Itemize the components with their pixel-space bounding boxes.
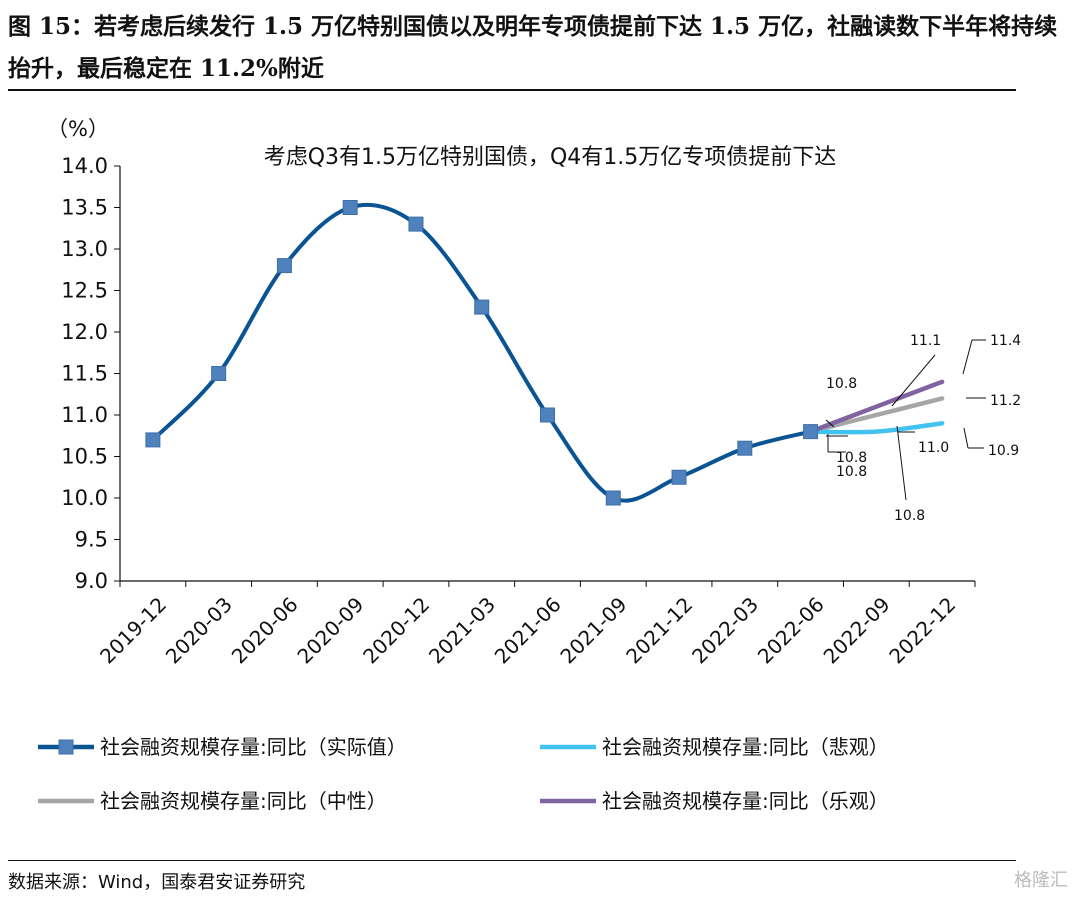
annotation-leader (825, 419, 835, 428)
y-tick-label: 12.0 (61, 320, 108, 344)
legend-label-2: 社会融资规模存量:同比（中性） (100, 789, 387, 813)
x-tick-label: 2022-09 (819, 592, 895, 668)
data-label: 10.8 (894, 508, 925, 524)
chart-title: 考虑Q3有1.5万亿特别国债，Q4有1.5万亿专项债提前下达 (264, 145, 837, 170)
watermark: 格隆汇 (1014, 870, 1068, 891)
x-tick-label: 2022-06 (753, 592, 829, 668)
series-0-point (145, 432, 161, 448)
series-line-1 (808, 421, 945, 435)
source-rule (8, 860, 1016, 861)
y-tick-label: 11.5 (61, 362, 108, 386)
legend-label-1: 社会融资规模存量:同比（悲观） (602, 735, 889, 759)
x-tick-label: 2020-12 (358, 592, 434, 668)
annotation-leader (891, 354, 936, 407)
x-tick-label: 2020-03 (161, 592, 237, 668)
y-axis-label: （%） (47, 117, 109, 141)
data-label: 10.8 (836, 450, 867, 466)
series-0-point (211, 366, 227, 381)
data-label: 11.0 (918, 440, 949, 456)
y-tick-label: 10.0 (61, 486, 108, 510)
x-tick-label: 2022-12 (884, 592, 960, 668)
annotation-leader (963, 427, 969, 449)
series-0-point (342, 200, 358, 215)
y-tick-label: 13.5 (61, 196, 108, 220)
x-tick-label: 2022-03 (687, 592, 763, 668)
annotation-leader (962, 339, 973, 375)
y-tick-label: 13.0 (61, 237, 108, 261)
series-0-point (276, 258, 292, 274)
y-tick-label: 12.5 (61, 279, 108, 303)
y-tick-label: 14.0 (61, 154, 108, 178)
data-label: 10.8 (826, 376, 857, 392)
series-0-point (540, 407, 555, 423)
data-label: 10.9 (988, 443, 1019, 459)
series-line-3 (808, 379, 945, 434)
data-label: 11.4 (990, 333, 1021, 349)
data-label: 11.1 (910, 333, 941, 349)
y-tick-label: 10.5 (61, 445, 108, 469)
series-0-point (737, 440, 753, 456)
series-0-point (605, 490, 621, 506)
legend-label-0: 社会融资规模存量:同比（实际值） (100, 735, 407, 759)
series-0-point (408, 216, 424, 232)
x-tick-label: 2021-09 (555, 592, 631, 668)
title-rule (8, 89, 1016, 91)
legend-marker (58, 739, 74, 755)
series-0-point (671, 469, 687, 485)
legend-label-3: 社会融资规模存量:同比（乐观） (602, 789, 889, 813)
x-tick-label: 2021-03 (424, 592, 500, 668)
x-tick-label: 2020-06 (227, 592, 303, 668)
x-tick-label: 2020-09 (292, 592, 368, 668)
figure-title: 图 15：若考虑后续发行 1.5 万亿特别国债以及明年专项债提前下达 1.5 万… (8, 13, 1058, 82)
data-label: 10.8 (836, 464, 867, 480)
x-tick-label: 2021-06 (490, 592, 566, 668)
y-tick-label: 11.0 (61, 403, 108, 427)
series-0-point (803, 424, 819, 440)
annotation-leader (896, 425, 907, 501)
data-label: 11.2 (990, 393, 1021, 409)
y-tick-label: 9.0 (75, 569, 108, 593)
x-tick-label: 2019-12 (95, 592, 171, 668)
x-tick-label: 2021-12 (621, 592, 697, 668)
series-0-point (474, 299, 490, 315)
y-tick-label: 9.5 (75, 528, 108, 552)
source-note: 数据来源：Wind，国泰君安证券研究 (8, 872, 306, 893)
series-line-0 (150, 202, 813, 503)
